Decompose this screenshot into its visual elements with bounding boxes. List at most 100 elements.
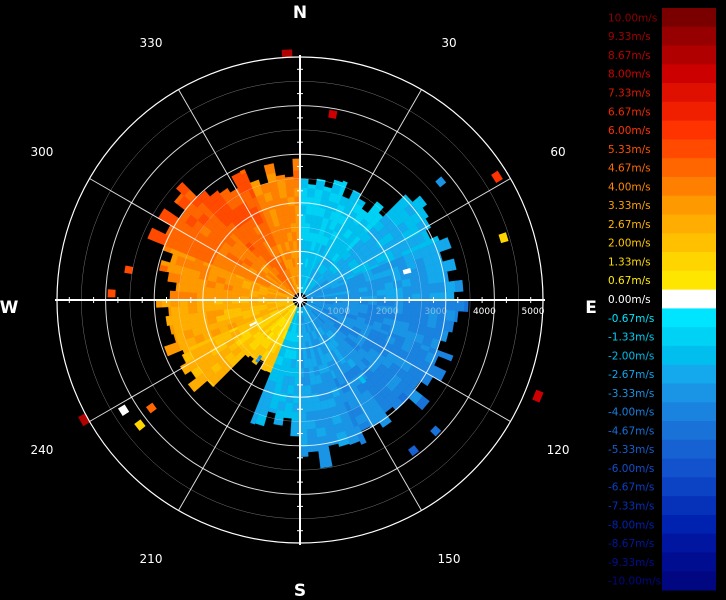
velocity-outlier-cell: [78, 413, 90, 427]
velocity-cell: [446, 299, 457, 312]
velocity-cell: [360, 441, 367, 445]
velocity-cell: [299, 196, 308, 206]
velocity-cell: [443, 320, 455, 333]
azimuth-spoke: [299, 299, 511, 422]
velocity-cell: [175, 181, 184, 191]
colorbar-swatch: [662, 402, 716, 422]
colorbar-label: 8.00m/s: [608, 69, 651, 81]
velocity-cell: [392, 279, 403, 289]
colorbar-swatch: [662, 83, 716, 103]
velocity-cell: [239, 169, 247, 175]
colorbar-label: 2.67m/s: [608, 219, 651, 231]
azimuth-label: 60: [550, 145, 565, 159]
range-label: 5000: [522, 307, 545, 317]
velocity-outlier-cell: [532, 389, 544, 403]
colorbar-label: 8.67m/s: [608, 50, 651, 62]
velocity-outlier-cell: [358, 375, 367, 385]
velocity-outlier-cell: [402, 268, 412, 275]
velocity-cell: [305, 411, 315, 422]
compass-east-label: E: [585, 298, 597, 318]
velocity-outlier-cell: [117, 404, 130, 417]
velocity-cell: [299, 187, 309, 197]
colorbar-label: -5.33m/s: [608, 444, 654, 456]
velocity-cell: [278, 188, 288, 199]
velocity-outlier-cell: [159, 264, 169, 273]
velocity-outlier-cell: [134, 419, 146, 431]
velocity-cell: [411, 299, 422, 309]
colorbar-label: 10.00m/s: [608, 12, 657, 24]
azimuth-label: 210: [140, 552, 163, 566]
velocity-outlier-cell: [281, 49, 293, 58]
velocity-cell: [429, 292, 439, 301]
colorbar-swatch: [662, 533, 716, 553]
velocity-outlier-cell: [145, 402, 157, 414]
velocity-cell: [250, 420, 256, 425]
velocity-cell: [187, 284, 198, 294]
colorbar-label: -2.67m/s: [608, 369, 654, 381]
velocity-cell: [450, 258, 457, 271]
velocity-outlier-cell: [328, 109, 338, 119]
colorbar-label: 9.33m/s: [608, 31, 651, 43]
azimuth-spoke: [178, 89, 301, 301]
colorbar-swatch: [662, 383, 716, 403]
colorbar-label: -9.33m/s: [608, 557, 654, 569]
colorbar-label: -10.00m/s: [608, 576, 661, 588]
velocity-outlier-cell: [435, 176, 447, 188]
colorbar-swatch: [662, 345, 716, 366]
azimuth-spoke: [299, 299, 422, 511]
velocity-cell: [313, 409, 324, 421]
velocity-cell: [444, 353, 454, 362]
velocity-cell: [316, 178, 326, 182]
azimuth-spoke: [89, 299, 301, 422]
velocity-cell: [311, 392, 321, 403]
velocity-cell: [187, 305, 198, 314]
velocity-cell: [291, 403, 301, 413]
velocity-cell: [187, 291, 197, 301]
velocity-cell: [379, 417, 392, 428]
colorbar-swatch: [662, 26, 716, 47]
range-label: 3000: [424, 307, 447, 317]
colorbar-swatch: [662, 496, 716, 516]
colorbar-label: 0.00m/s: [608, 294, 651, 306]
velocity-cell: [445, 280, 457, 293]
colorbar-label: 6.67m/s: [608, 106, 651, 118]
velocity-cell: [402, 306, 413, 316]
velocity-cell: [410, 307, 421, 318]
velocity-cell: [305, 402, 314, 413]
velocity-cell: [337, 438, 350, 447]
velocity-cell: [178, 291, 189, 301]
radar-center-dot: [297, 297, 303, 303]
colorbar-swatch: [662, 45, 716, 65]
colorbar-swatch: [662, 552, 716, 572]
colorbar-label: 4.00m/s: [608, 181, 651, 193]
velocity-cell: [306, 428, 318, 439]
velocity-cell: [401, 278, 412, 288]
velocity-cell: [455, 299, 466, 312]
velocity-cell: [276, 179, 287, 191]
velocity-cell: [454, 279, 464, 293]
azimuth-label: 240: [30, 443, 53, 457]
colorbar-label: -1.33m/s: [608, 332, 654, 344]
compass-south-label: S: [294, 581, 306, 600]
colorbar-swatch: [662, 514, 716, 535]
velocity-cell: [180, 362, 192, 375]
velocity-cell: [286, 187, 295, 198]
velocity-cell: [306, 187, 316, 198]
velocity-cell: [347, 435, 361, 446]
velocity-outlier-cell: [124, 265, 134, 274]
colorbar-label: -0.67m/s: [608, 313, 654, 325]
velocity-cell: [419, 283, 430, 294]
velocity-cell: [213, 303, 224, 311]
velocity-cell: [304, 385, 312, 395]
velocity-cell: [164, 344, 173, 357]
velocity-cell: [306, 419, 317, 430]
colorbar-swatch: [662, 139, 716, 159]
range-label: 1000: [327, 307, 350, 317]
colorbar-swatch: [662, 421, 716, 441]
colorbar-label: 1.33m/s: [608, 256, 651, 268]
compass-west-label: W: [0, 298, 19, 318]
colorbar-label: -4.67m/s: [608, 425, 654, 437]
azimuth-label: 120: [547, 443, 570, 457]
velocity-cell: [441, 330, 449, 343]
